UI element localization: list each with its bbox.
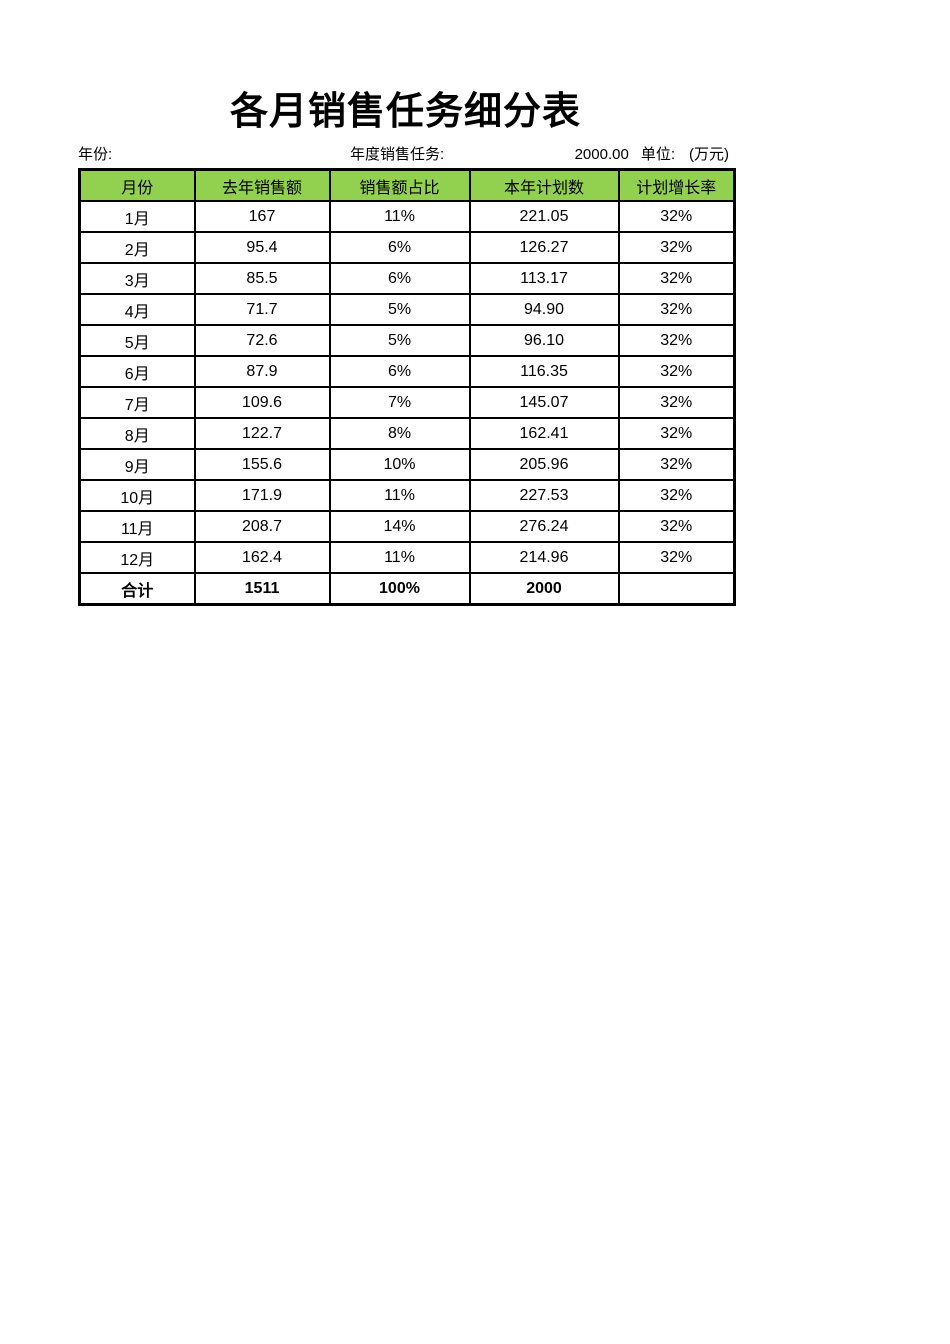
table-cell: 32% — [617, 417, 736, 450]
column-header: 去年销售额 — [193, 168, 331, 202]
table-cell: 11% — [328, 200, 471, 233]
table-cell: 155.6 — [193, 448, 331, 481]
total-cell — [617, 572, 736, 606]
meta-row: 年份: 年度销售任务: 2000.00 单位: (万元) — [78, 144, 733, 168]
table-cell: 96.10 — [468, 324, 620, 357]
total-cell: 合计 — [78, 572, 196, 606]
table-cell: 12月 — [78, 541, 196, 574]
unit-label: 单位: — [640, 146, 675, 163]
table-cell: 6% — [328, 355, 471, 388]
table-row: 9月 155.6 10% 205.96 32% — [78, 448, 736, 481]
column-header: 本年计划数 — [468, 168, 620, 202]
table-cell: 2月 — [78, 231, 196, 264]
sales-table: 月份 去年销售额 销售额占比 本年计划数 计划增长率 1月 167 11% 221.05 32%… — [78, 168, 736, 606]
table-cell: 276.24 — [468, 510, 620, 543]
table-cell: 1月 — [78, 200, 196, 233]
total-cell: 2000 — [468, 572, 620, 606]
year-label: 年份: — [78, 146, 113, 163]
table-cell: 32% — [617, 262, 736, 295]
table-cell: 32% — [617, 231, 736, 264]
table-cell: 85.5 — [193, 262, 331, 295]
table-cell: 32% — [617, 386, 736, 419]
table-cell: 3月 — [78, 262, 196, 295]
table-row: 11月 208.7 14% 276.24 32% — [78, 510, 736, 543]
table-cell: 122.7 — [193, 417, 331, 450]
page-title: 各月销售任务细分表 — [229, 91, 581, 133]
table-cell: 145.07 — [468, 386, 620, 419]
table-row: 4月 71.7 5% 94.90 32% — [78, 293, 736, 326]
table-cell: 167 — [193, 200, 331, 233]
table-body: 1月 167 11% 221.05 32% 2月 95.4 6% 126.27 32% 3月 85.5… — [78, 200, 736, 606]
table-row: 5月 72.6 5% 96.10 32% — [78, 324, 736, 357]
table-row: 7月 109.6 7% 145.07 32% — [78, 386, 736, 419]
column-header: 销售额占比 — [328, 168, 471, 202]
table-cell: 221.05 — [468, 200, 620, 233]
table-cell: 7% — [328, 386, 471, 419]
table-cell: 126.27 — [468, 231, 620, 264]
table-cell: 8月 — [78, 417, 196, 450]
table-row: 10月 171.9 11% 227.53 32% — [78, 479, 736, 512]
table-cell: 162.41 — [468, 417, 620, 450]
total-cell: 1511 — [193, 572, 331, 606]
unit-value: (万元) — [689, 146, 729, 163]
table-cell: 116.35 — [468, 355, 620, 388]
table-cell: 14% — [328, 510, 471, 543]
table-header-row: 月份 去年销售额 销售额占比 本年计划数 计划增长率 — [78, 168, 736, 202]
sheet: 各月销售任务细分表 年份: 年度销售任务: 2000.00 单位: (万元) 月… — [0, 0, 736, 606]
table-cell: 4月 — [78, 293, 196, 326]
table-cell: 72.6 — [193, 324, 331, 357]
table-cell: 95.4 — [193, 231, 331, 264]
table-cell: 32% — [617, 448, 736, 481]
table-cell: 10% — [328, 448, 471, 481]
table-row: 2月 95.4 6% 126.27 32% — [78, 231, 736, 264]
table-cell: 9月 — [78, 448, 196, 481]
table-cell: 94.90 — [468, 293, 620, 326]
table-cell: 32% — [617, 541, 736, 574]
table-cell: 11% — [328, 541, 471, 574]
table-cell: 32% — [617, 510, 736, 543]
table-cell: 32% — [617, 479, 736, 512]
table-cell: 6% — [328, 231, 471, 264]
table-cell: 5% — [328, 293, 471, 326]
table-cell: 171.9 — [193, 479, 331, 512]
total-cell: 100% — [328, 572, 471, 606]
table-row: 1月 167 11% 221.05 32% — [78, 200, 736, 233]
table-cell: 5月 — [78, 324, 196, 357]
table-cell: 6% — [328, 262, 471, 295]
column-header: 月份 — [78, 168, 196, 202]
annual-task-value: 2000.00 — [574, 146, 629, 163]
table-cell: 7月 — [78, 386, 196, 419]
table-cell: 227.53 — [468, 479, 620, 512]
table-cell: 5% — [328, 324, 471, 357]
column-header: 计划增长率 — [617, 168, 736, 202]
table-cell: 32% — [617, 200, 736, 233]
table-cell: 8% — [328, 417, 471, 450]
table-cell: 10月 — [78, 479, 196, 512]
annual-task-label: 年度销售任务: — [350, 146, 445, 163]
table-cell: 11% — [328, 479, 471, 512]
table-cell: 32% — [617, 355, 736, 388]
table-row: 3月 85.5 6% 113.17 32% — [78, 262, 736, 295]
table-total-row: 合计 1511 100% 2000 — [78, 572, 736, 606]
table-cell: 113.17 — [468, 262, 620, 295]
table-cell: 214.96 — [468, 541, 620, 574]
table-row: 6月 87.9 6% 116.35 32% — [78, 355, 736, 388]
table-cell: 208.7 — [193, 510, 331, 543]
table-row: 8月 122.7 8% 162.41 32% — [78, 417, 736, 450]
table-cell: 87.9 — [193, 355, 331, 388]
table-cell: 6月 — [78, 355, 196, 388]
table-cell: 205.96 — [468, 448, 620, 481]
table-cell: 32% — [617, 293, 736, 326]
table-row: 12月 162.4 11% 214.96 32% — [78, 541, 736, 574]
table-cell: 11月 — [78, 510, 196, 543]
table-cell: 71.7 — [193, 293, 331, 326]
table-cell: 109.6 — [193, 386, 331, 419]
table-cell: 32% — [617, 324, 736, 357]
table-cell: 162.4 — [193, 541, 331, 574]
